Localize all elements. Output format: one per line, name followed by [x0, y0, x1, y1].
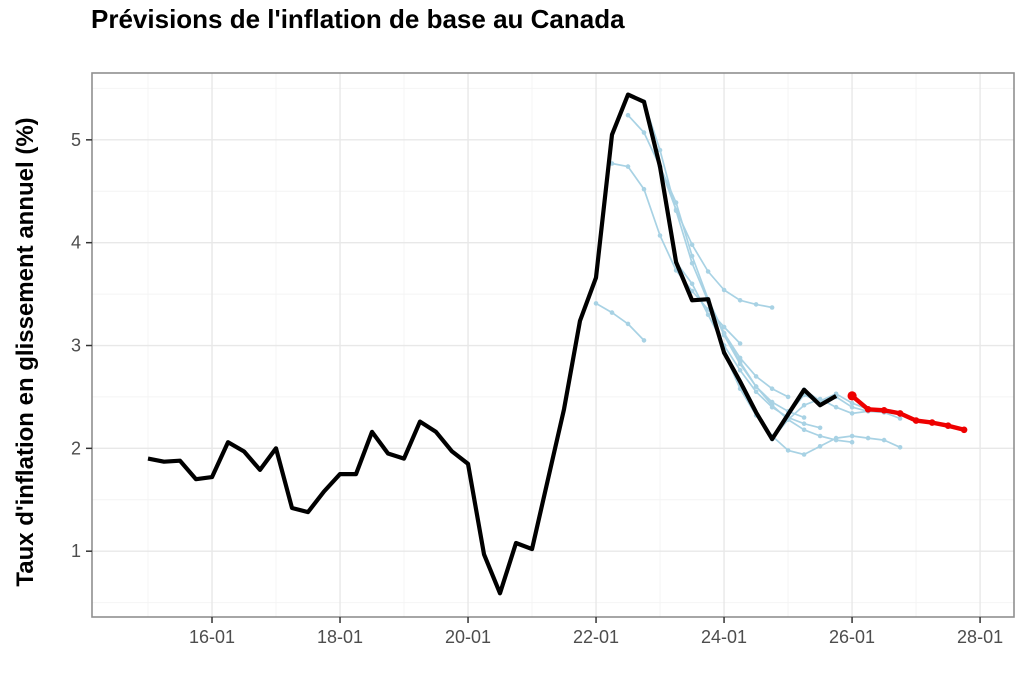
past-forecast-point: [849, 439, 855, 445]
past-forecast-point: [849, 411, 855, 416]
past-forecast-point: [897, 445, 903, 450]
past-forecast-point: [737, 359, 743, 365]
past-forecast-point: [769, 402, 775, 408]
x-tick-label: 18-01: [317, 627, 363, 647]
current-forecast-point: [864, 406, 872, 413]
past-forecast-point: [673, 208, 679, 214]
past-forecast-point: [817, 433, 823, 439]
x-tick-label: 24-01: [701, 627, 747, 647]
current-forecast-point: [928, 419, 936, 426]
past-forecast-point: [865, 435, 871, 441]
past-forecast-point: [833, 435, 839, 441]
past-forecast-point: [785, 448, 791, 453]
past-forecast-point: [769, 305, 775, 310]
past-forecast-point: [801, 402, 807, 408]
x-tick-label: 22-01: [573, 627, 619, 647]
past-forecast-point: [721, 287, 727, 293]
past-forecast-point: [753, 389, 759, 395]
past-forecast-point: [721, 324, 727, 330]
past-forecast-point: [689, 260, 695, 266]
past-forecast-point: [737, 341, 743, 346]
current-forecast-point: [944, 422, 952, 430]
past-forecast-point: [849, 400, 855, 406]
past-forecast-point: [737, 298, 743, 303]
past-forecast-line: [595, 302, 645, 341]
past-forecast-point: [625, 321, 631, 327]
current-forecast-point: [896, 410, 904, 417]
x-tick-label: 28-01: [957, 627, 1003, 647]
past-forecast-point: [737, 367, 743, 373]
x-tick-label: 26-01: [829, 627, 875, 647]
past-forecast-point: [801, 415, 807, 420]
past-forecast-point: [657, 147, 663, 153]
past-forecast-point: [881, 437, 887, 443]
history-line: [147, 92, 838, 596]
past-forecast-point: [801, 452, 807, 457]
current-forecast-point: [847, 391, 857, 401]
past-forecast-line: [659, 166, 805, 419]
x-tick-label: 16-01: [189, 627, 235, 647]
past-forecast-point: [753, 374, 759, 379]
past-forecast-point: [753, 302, 759, 307]
past-forecast-point: [689, 253, 695, 259]
past-forecast-point: [753, 384, 759, 389]
past-forecast-point: [609, 310, 615, 315]
past-forecast-line: [627, 114, 773, 309]
past-forecast-point: [833, 404, 839, 410]
y-tick-label: 1: [71, 541, 81, 561]
past-forecast-point: [705, 312, 711, 318]
past-forecast-point: [721, 330, 727, 336]
current-forecast-point: [960, 426, 968, 434]
past-forecast-point: [801, 427, 807, 433]
current-forecast-point: [912, 417, 920, 424]
y-tick-label: 5: [71, 130, 81, 150]
past-forecast-point: [785, 394, 791, 400]
current-forecast-point: [880, 407, 888, 414]
past-forecast-point: [625, 164, 631, 169]
past-forecast-point: [673, 200, 679, 205]
chart-title: Prévisions de l'inflation de base au Can…: [91, 4, 625, 34]
y-tick-label: 4: [71, 233, 81, 253]
past-forecast-point: [897, 416, 903, 421]
y-tick-label: 3: [71, 336, 81, 356]
past-forecast-point: [641, 130, 647, 135]
x-tick-label: 20-01: [445, 627, 491, 647]
past-forecast-point: [849, 404, 855, 410]
past-forecast-point: [817, 444, 823, 449]
past-forecast-point: [593, 301, 599, 306]
past-forecast-point: [689, 281, 695, 287]
y-tick-label: 2: [71, 438, 81, 458]
past-forecast-point: [657, 233, 663, 238]
past-forecast-point: [849, 433, 855, 439]
past-forecast-point: [641, 186, 647, 192]
past-forecast-point: [625, 112, 631, 118]
past-forecast-point: [769, 386, 775, 392]
past-forecast-point: [801, 421, 807, 427]
past-forecast-point: [641, 338, 647, 343]
past-forecast-point: [689, 242, 695, 247]
past-forecast-point: [817, 425, 823, 431]
past-forecast-line: [707, 298, 853, 444]
past-forecast-point: [705, 269, 711, 274]
